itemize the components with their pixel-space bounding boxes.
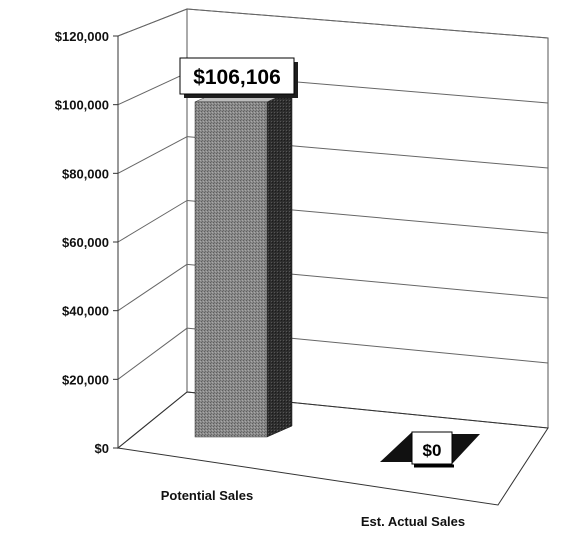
category-label: Potential Sales (161, 488, 253, 503)
bar-side-face (266, 90, 293, 438)
data-label-box (179, 57, 295, 95)
gridline-side (117, 327, 188, 380)
category-label: Est. Actual Sales (361, 514, 465, 529)
gridline-back (186, 8, 549, 39)
zero-bar-left-wedge (380, 432, 412, 462)
gridline-side (117, 72, 188, 106)
category-labels: Potential Sales Est. Actual Sales (161, 488, 465, 529)
y-tick-label: $100,000 (55, 98, 109, 113)
y-tick-label: $120,000 (55, 29, 109, 44)
zero-bar-right-wedge (452, 434, 480, 464)
y-tick-label: $40,000 (62, 304, 109, 319)
y-tick-label: $0 (95, 441, 109, 456)
bar-front-face (194, 101, 268, 438)
gridline-side (117, 8, 188, 37)
data-label-box (411, 431, 453, 465)
gridline-side (117, 200, 188, 243)
bars (194, 90, 293, 438)
side-wall (117, 8, 188, 450)
y-tick-label: $20,000 (62, 372, 109, 387)
gridline-side (117, 263, 188, 312)
y-tick-label: $60,000 (62, 235, 109, 250)
floor (116, 391, 549, 506)
gridline-side (117, 136, 188, 174)
y-tick-labels: $0 $20,000 $40,000 $60,000 $80,000 $100,000 $1… (55, 29, 118, 456)
data-label-text: $0 (423, 441, 442, 460)
data-label-text: $106,106 (193, 66, 281, 89)
data-label: $0 (380, 431, 480, 468)
y-tick-label: $80,000 (62, 166, 109, 181)
data-labels: $106,106 $0 (179, 57, 480, 468)
data-label: $106,106 (179, 57, 298, 98)
bar (194, 90, 293, 438)
